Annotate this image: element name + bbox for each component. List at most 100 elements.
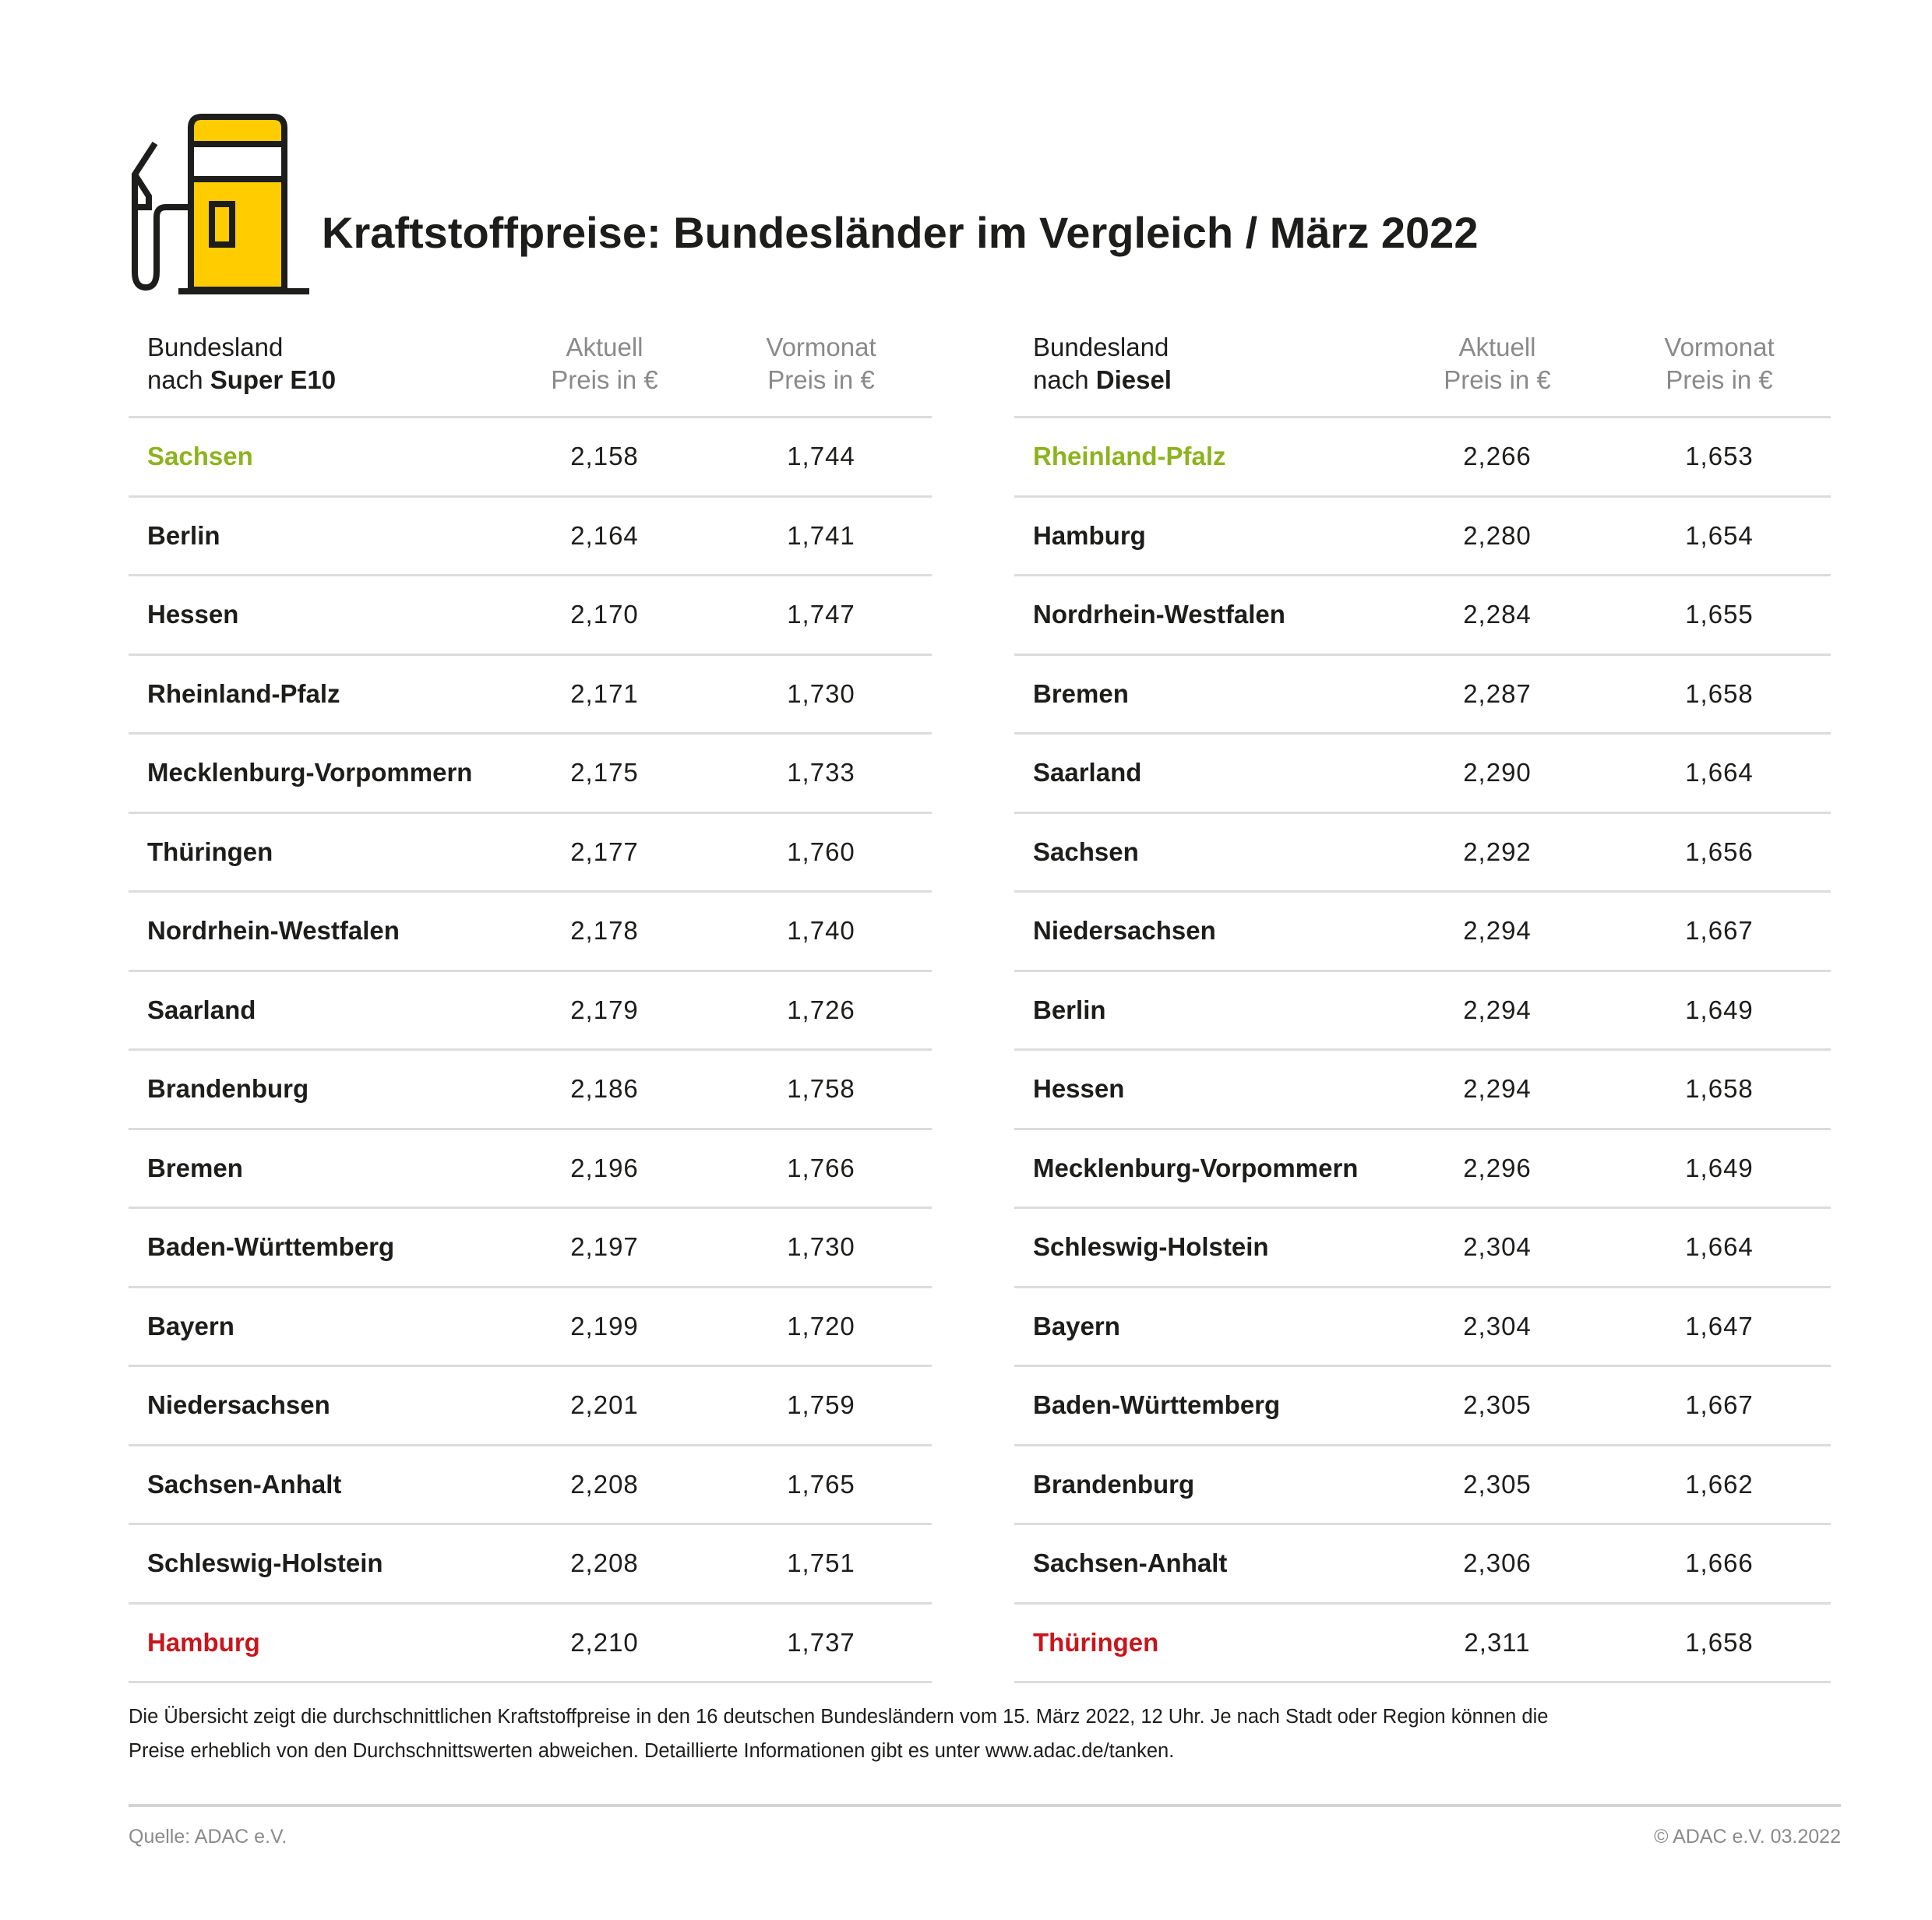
header-current: Aktuell Preis in € — [1419, 331, 1575, 396]
table-row: Bayern 2,199 1,720 — [129, 1288, 932, 1367]
current-price: 2,290 — [1463, 758, 1532, 787]
state-name: Mecklenburg-Vorpommern — [1033, 1153, 1359, 1182]
header-previous-line-2: Preis in € — [767, 365, 875, 394]
previous-price: 1,658 — [1685, 1627, 1754, 1657]
previous-price: 1,658 — [1685, 678, 1754, 708]
current-price: 2,179 — [570, 995, 639, 1024]
previous-price: 1,759 — [787, 1390, 855, 1420]
previous-price: 1,664 — [1685, 758, 1754, 787]
current-price: 2,186 — [570, 1074, 639, 1104]
table-row: Niedersachsen 2,201 1,759 — [129, 1367, 932, 1446]
previous-price: 1,747 — [787, 600, 855, 629]
previous-price: 1,726 — [787, 995, 855, 1024]
previous-price: 1,647 — [1685, 1311, 1754, 1340]
current-price: 2,306 — [1463, 1548, 1532, 1578]
previous-price: 1,737 — [787, 1627, 855, 1657]
current-price: 2,158 — [570, 442, 639, 471]
previous-price: 1,667 — [1685, 1390, 1754, 1420]
table-row: Rheinland-Pfalz 2,171 1,730 — [129, 656, 932, 735]
previous-price: 1,744 — [787, 442, 855, 471]
previous-price: 1,760 — [787, 837, 855, 866]
header-prefix: nach — [1033, 365, 1096, 394]
footnote-line-1: Die Übersicht zeigt die durchschnittlich… — [129, 1706, 1549, 1728]
table-row: Saarland 2,290 1,664 — [1014, 735, 1831, 814]
header-previous-line-1: Vormonat — [1664, 333, 1775, 361]
state-name: Thüringen — [1033, 1627, 1159, 1657]
table-row: Schleswig-Holstein 2,304 1,664 — [1014, 1209, 1831, 1288]
header-line-1: Bundesland — [147, 333, 284, 361]
table-row: Thüringen 2,177 1,760 — [129, 814, 932, 893]
current-price: 2,292 — [1463, 837, 1532, 866]
table-row: Berlin 2,164 1,741 — [129, 498, 932, 576]
previous-price: 1,667 — [1685, 916, 1754, 946]
previous-price: 1,730 — [787, 678, 855, 708]
current-price: 2,294 — [1463, 995, 1532, 1024]
table-row: Saarland 2,179 1,726 — [129, 972, 932, 1051]
header-prefix: nach — [147, 365, 210, 394]
state-name: Saarland — [147, 995, 256, 1024]
state-name: Niedersachsen — [147, 1390, 330, 1420]
header-bundesland: Bundesland nach Diesel — [1033, 331, 1172, 396]
table-row: Hamburg 2,210 1,737 — [129, 1605, 932, 1683]
table-row: Berlin 2,294 1,649 — [1014, 972, 1831, 1051]
state-name: Hessen — [1033, 1074, 1125, 1104]
previous-price: 1,666 — [1685, 1548, 1754, 1578]
state-name: Sachsen — [147, 442, 253, 471]
header-line-2: nach Diesel — [1033, 364, 1172, 396]
table-row: Bremen 2,287 1,658 — [1014, 656, 1831, 735]
state-name: Saarland — [1033, 758, 1142, 787]
state-name: Bremen — [1033, 678, 1129, 708]
previous-price: 1,658 — [1685, 1074, 1754, 1104]
previous-price: 1,654 — [1685, 520, 1754, 550]
current-price: 2,287 — [1463, 678, 1532, 708]
previous-price: 1,664 — [1685, 1232, 1754, 1262]
state-name: Sachsen-Anhalt — [147, 1469, 342, 1499]
state-name: Berlin — [1033, 995, 1106, 1024]
table-row: Sachsen 2,158 1,744 — [129, 418, 932, 498]
previous-price: 1,662 — [1685, 1469, 1754, 1499]
current-price: 2,311 — [1464, 1627, 1531, 1657]
previous-price: 1,655 — [1685, 600, 1754, 629]
current-price: 2,170 — [570, 600, 639, 629]
header-fuel-type: Diesel — [1095, 365, 1172, 394]
current-price: 2,280 — [1463, 520, 1532, 550]
header-fuel-type: Super E10 — [210, 365, 337, 394]
state-name: Brandenburg — [147, 1074, 309, 1104]
table-row: Schleswig-Holstein 2,208 1,751 — [129, 1525, 932, 1605]
state-name: Berlin — [147, 520, 220, 550]
previous-price: 1,653 — [1685, 442, 1754, 471]
table-row: Thüringen 2,311 1,658 — [1014, 1605, 1831, 1683]
current-price: 2,210 — [570, 1627, 639, 1657]
header-previous: Vormonat Preis in € — [743, 331, 899, 396]
current-price: 2,178 — [570, 916, 639, 946]
header-previous: Vormonat Preis in € — [1641, 331, 1797, 396]
previous-price: 1,758 — [787, 1074, 855, 1104]
previous-price: 1,740 — [787, 916, 855, 946]
table-header: Bundesland nach Diesel Aktuell Preis in € Vo… — [1014, 331, 1831, 418]
table-row: Sachsen 2,292 1,656 — [1014, 814, 1831, 893]
header-current-line-2: Preis in € — [551, 365, 658, 394]
current-price: 2,208 — [570, 1548, 639, 1578]
header-line-1: Bundesland — [1033, 333, 1169, 361]
divider — [129, 1804, 1841, 1807]
state-name: Hamburg — [1033, 520, 1146, 550]
current-price: 2,304 — [1463, 1232, 1532, 1262]
state-name: Rheinland-Pfalz — [147, 678, 340, 708]
table-row: Bremen 2,196 1,766 — [129, 1130, 932, 1209]
current-price: 2,305 — [1463, 1469, 1532, 1499]
footnote-line-2: Preise erheblich von den Durchschnittswe… — [129, 1740, 1175, 1762]
table-row: Nordrhein-Westfalen 2,284 1,655 — [1014, 576, 1831, 656]
current-price: 2,171 — [570, 678, 639, 708]
previous-price: 1,649 — [1685, 995, 1754, 1024]
state-name: Schleswig-Holstein — [147, 1548, 383, 1578]
current-price: 2,197 — [570, 1232, 639, 1262]
table-row: Brandenburg 2,186 1,758 — [129, 1051, 932, 1130]
state-name: Nordrhein-Westfalen — [1033, 600, 1285, 629]
header-current-line-2: Preis in € — [1444, 365, 1551, 394]
current-price: 2,208 — [570, 1469, 639, 1499]
state-name: Sachsen — [1033, 837, 1139, 866]
state-name: Sachsen-Anhalt — [1033, 1548, 1228, 1578]
previous-price: 1,766 — [787, 1153, 855, 1182]
header-current-line-1: Aktuell — [566, 333, 643, 361]
header-current: Aktuell Preis in € — [527, 331, 682, 396]
